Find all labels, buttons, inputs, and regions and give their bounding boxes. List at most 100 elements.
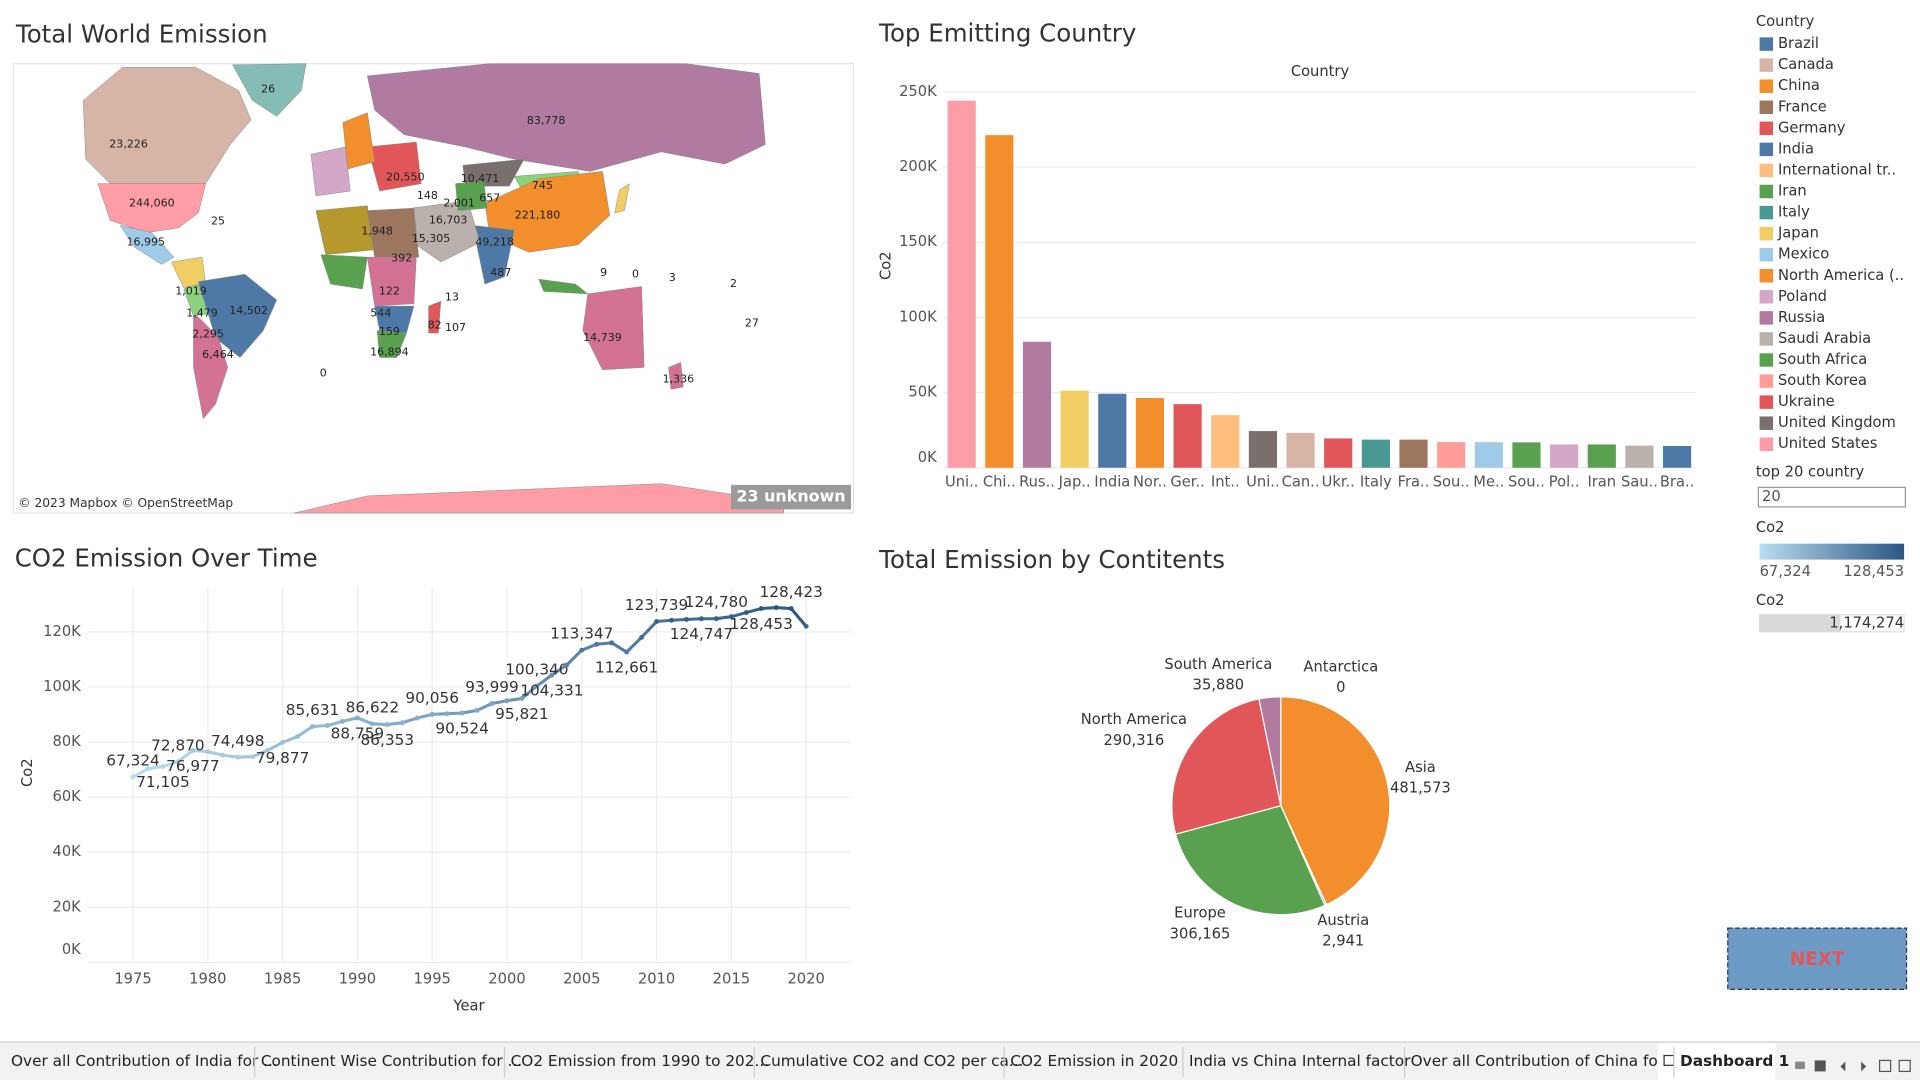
tab-label[interactable]: India vs China Internal factor — [1189, 1052, 1411, 1070]
legend-swatch[interactable] — [1759, 311, 1774, 325]
legend-label: Italy — [1778, 204, 1810, 221]
point — [639, 634, 645, 640]
bar — [1324, 438, 1353, 468]
point — [534, 683, 540, 689]
slice-label: Asia — [1405, 759, 1436, 776]
legend-swatch[interactable] — [1759, 437, 1774, 451]
unknown-badge[interactable] — [731, 484, 852, 510]
icon[interactable] — [1795, 1061, 1805, 1069]
legend-swatch[interactable] — [1759, 374, 1774, 388]
point — [444, 711, 450, 717]
bar — [1211, 415, 1240, 468]
point — [459, 710, 465, 716]
icon[interactable] — [1898, 1059, 1911, 1073]
bar — [1625, 445, 1654, 468]
legend-swatch[interactable] — [1759, 163, 1774, 178]
map-land — [83, 63, 784, 514]
map-label: 2,001 — [443, 196, 475, 209]
legend-swatch[interactable] — [1759, 37, 1774, 51]
data-label: 90,524 — [435, 719, 489, 737]
point — [698, 616, 704, 622]
legend-swatch[interactable] — [1759, 290, 1774, 304]
legend-swatch[interactable] — [1759, 100, 1774, 114]
next-label[interactable]: NEXT — [1790, 949, 1845, 970]
legend-label: Germany — [1778, 119, 1846, 136]
map-attribution: © 2023 Mapbox © OpenStreetMap — [18, 496, 233, 510]
legend-label: International tr.. — [1778, 161, 1896, 178]
data-label: 113,347 — [550, 625, 613, 643]
legend-swatch[interactable] — [1759, 416, 1774, 430]
point — [325, 723, 330, 728]
line-y-label: Co2 — [19, 758, 36, 787]
legend-label: Brazil — [1778, 35, 1819, 52]
next-button[interactable] — [1727, 927, 1908, 990]
map-label: 1,479 — [186, 306, 218, 319]
icon[interactable] — [1814, 1060, 1826, 1072]
map-label: 14,739 — [583, 331, 622, 344]
point — [788, 606, 794, 612]
legend-swatch[interactable] — [1759, 121, 1774, 136]
x-tick-label: 2005 — [563, 971, 600, 988]
map-label: 23,226 — [109, 137, 148, 150]
tab-label[interactable]: Over all Contribution of China fo... — [1411, 1052, 1672, 1070]
legend-swatch[interactable] — [1759, 395, 1774, 409]
point — [160, 764, 166, 769]
bar — [1361, 439, 1390, 468]
point — [773, 605, 779, 611]
bar — [1098, 393, 1127, 468]
legend-label: Iran — [1778, 183, 1807, 200]
point — [564, 662, 570, 668]
tab-label[interactable]: CO2 Emission from 1990 to 202... — [511, 1052, 770, 1070]
legend-swatch[interactable] — [1759, 58, 1774, 72]
x-tick-label: 2015 — [713, 971, 750, 988]
slice — [1171, 698, 1282, 835]
bar — [1663, 445, 1692, 468]
unknown-count[interactable]: 23 unknown — [736, 487, 845, 506]
point — [519, 696, 525, 701]
legend-swatch[interactable] — [1759, 353, 1774, 367]
map-label: 15,305 — [412, 232, 451, 245]
x-tick-label: Italy — [1360, 473, 1392, 490]
slice-value: 0 — [1336, 679, 1345, 696]
tab-label[interactable]: Over all Contribution of India for ... — [11, 1052, 278, 1070]
filter-value[interactable]: 20 — [1762, 488, 1781, 505]
x-tick-label: Me.. — [1473, 473, 1504, 490]
data-label: 86,622 — [346, 698, 400, 716]
data-label: 100,340 — [505, 661, 568, 679]
tab-label[interactable]: Cumulative CO2 and CO2 per ca... — [760, 1052, 1023, 1070]
tab-label[interactable]: Continent Wise Contribution for ... — [261, 1052, 522, 1070]
legend-swatch[interactable] — [1759, 247, 1774, 262]
slice-value: 290,316 — [1104, 732, 1165, 749]
legend-swatch[interactable] — [1759, 226, 1774, 241]
legend-swatch[interactable] — [1759, 79, 1774, 93]
slice-label: Austria — [1317, 912, 1369, 929]
tab-label[interactable]: Dashboard 1 — [1680, 1052, 1789, 1070]
point — [399, 720, 405, 726]
legend-swatch[interactable] — [1759, 269, 1774, 283]
legend-swatch[interactable] — [1759, 205, 1774, 220]
legend-label: Saudi Arabia — [1778, 330, 1871, 347]
x-tick-label: 1985 — [264, 971, 301, 988]
point — [743, 610, 749, 615]
map-label: 1,019 — [175, 284, 207, 297]
x-tick-label: Sou.. — [1433, 473, 1470, 490]
icon[interactable] — [1878, 1059, 1892, 1073]
slice-value: 306,165 — [1170, 925, 1231, 942]
legend-swatch[interactable] — [1759, 184, 1774, 199]
filter-input[interactable] — [1757, 486, 1906, 508]
point — [235, 754, 241, 760]
legend-swatch[interactable] — [1759, 142, 1774, 157]
point — [280, 739, 286, 745]
tab-label[interactable]: CO2 Emission in 2020 — [1010, 1052, 1178, 1070]
icon[interactable] — [1861, 1061, 1867, 1072]
bar — [1512, 442, 1541, 468]
point — [295, 734, 301, 739]
map-label: 6,464 — [202, 348, 234, 361]
data-label: 71,105 — [136, 773, 190, 791]
x-tick-label: Iran — [1587, 473, 1616, 490]
x-tick-label: 1995 — [414, 971, 451, 988]
point — [654, 619, 660, 624]
icon[interactable] — [1840, 1061, 1846, 1072]
color-legend-ramp — [1759, 543, 1905, 560]
legend-swatch[interactable] — [1759, 332, 1774, 346]
